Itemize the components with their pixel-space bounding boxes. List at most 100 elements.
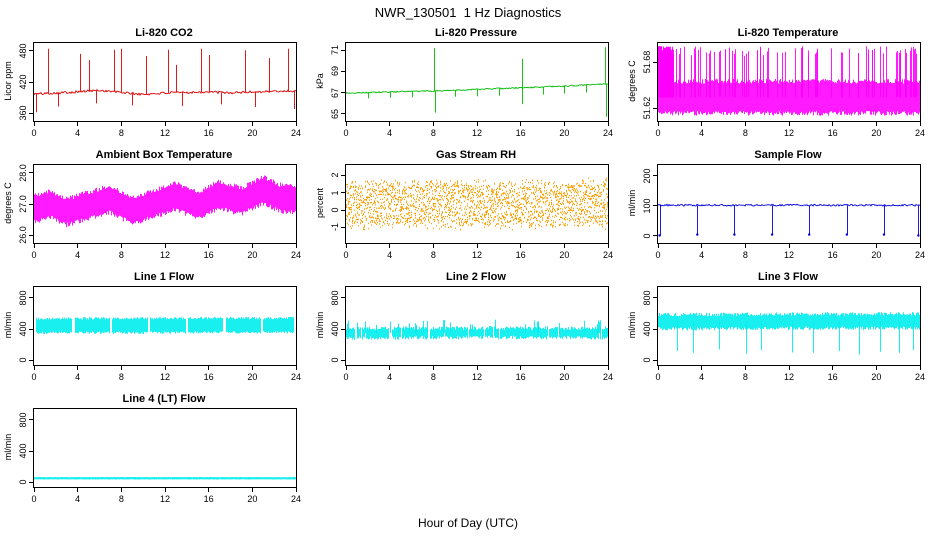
- y-tick-label: 480: [18, 43, 28, 59]
- x-tick-mark: [563, 244, 565, 248]
- x-tick-mark: [295, 488, 297, 492]
- y-tick-mark: [341, 359, 345, 361]
- x-tick-label: 4: [75, 250, 81, 260]
- x-tick-mark: [251, 488, 253, 492]
- x-tick-label: 8: [118, 494, 124, 504]
- y-axis-label-sample-flow: ml/min: [627, 189, 637, 217]
- x-tick-mark: [832, 122, 834, 126]
- x-tick-label: 0: [31, 128, 37, 138]
- y-tick-mark: [29, 419, 33, 421]
- x-tick-label: 20: [559, 372, 570, 382]
- y-tick-label: 800: [642, 290, 652, 306]
- y-tick-mark: [653, 107, 657, 109]
- y-tick-label: 800: [18, 412, 28, 428]
- x-tick-label: 4: [699, 128, 705, 138]
- x-tick-label: 8: [430, 372, 436, 382]
- x-tick-label: 0: [31, 494, 37, 504]
- x-tick-mark: [919, 122, 921, 126]
- x-tick-mark: [607, 122, 609, 126]
- plot-title-li820-temperature: Li-820 Temperature: [737, 27, 839, 39]
- y-tick-label: 0: [18, 357, 28, 363]
- y-tick-label: 2: [330, 172, 340, 178]
- plot-canvas-gas-stream-rh: [345, 164, 609, 244]
- plot-canvas-line-1-flow: [33, 286, 297, 366]
- x-tick-label: 12: [783, 250, 795, 260]
- y-tick-label: 0: [18, 479, 28, 485]
- x-tick-mark: [744, 244, 746, 248]
- x-tick-label: 0: [655, 372, 661, 382]
- y-tick-mark: [29, 50, 33, 52]
- x-tick-mark: [77, 244, 79, 248]
- x-tick-mark: [33, 488, 35, 492]
- y-tick-label: 27.0: [18, 195, 28, 213]
- x-tick-label: 8: [118, 372, 124, 382]
- x-tick-label: 0: [655, 128, 661, 138]
- x-tick-label: 24: [602, 372, 614, 382]
- x-tick-label: 4: [387, 372, 393, 382]
- subplot-li820-pressure: Li-820 Pressure kPa 65 67 69 71 0 4 8 12 16 20 24: [312, 24, 624, 146]
- x-tick-mark: [744, 122, 746, 126]
- x-tick-mark: [432, 366, 434, 370]
- x-tick-label: 8: [742, 250, 748, 260]
- y-tick-label: 400: [330, 321, 340, 337]
- x-tick-label: 4: [387, 250, 393, 260]
- x-tick-label: 8: [430, 250, 436, 260]
- x-tick-label: 0: [343, 250, 349, 260]
- y-tick-mark: [653, 61, 657, 63]
- x-tick-label: 0: [655, 250, 661, 260]
- x-tick-mark: [701, 122, 703, 126]
- y-tick-mark: [341, 92, 345, 94]
- x-tick-mark: [476, 244, 478, 248]
- x-tick-label: 16: [203, 250, 214, 260]
- y-axis-label-line-1-flow: ml/min: [3, 311, 13, 339]
- x-tick-mark: [389, 244, 391, 248]
- y-tick-mark: [341, 297, 345, 299]
- y-tick-mark: [653, 205, 657, 206]
- x-tick-mark: [389, 122, 391, 126]
- y-tick-mark: [29, 234, 33, 236]
- y-tick-label: 51.68: [642, 50, 652, 74]
- x-tick-mark: [295, 122, 297, 126]
- x-tick-mark: [251, 244, 253, 248]
- x-tick-label: 12: [471, 250, 483, 260]
- x-tick-label: 12: [159, 372, 171, 382]
- y-tick-label: 0: [642, 357, 652, 363]
- subplot-line-2-flow: Line 2 Flow ml/min 0 400 800 0 4 8 12 16 20 24: [312, 268, 624, 390]
- x-tick-mark: [77, 488, 79, 492]
- x-tick-label: 20: [247, 250, 258, 260]
- y-tick-label: 420: [18, 74, 28, 90]
- x-tick-mark: [788, 366, 790, 370]
- y-tick-label: 360: [18, 105, 28, 121]
- x-tick-label: 4: [75, 128, 81, 138]
- y-tick-mark: [341, 174, 345, 176]
- y-tick-mark: [653, 235, 657, 236]
- plot-canvas-li820-pressure: [345, 42, 609, 122]
- x-tick-label: 8: [430, 128, 436, 138]
- y-tick-label: 800: [18, 290, 28, 306]
- x-tick-mark: [77, 366, 79, 370]
- y-tick-mark: [29, 81, 33, 83]
- x-tick-mark: [120, 488, 122, 492]
- y-tick-mark: [29, 297, 33, 299]
- x-tick-label: 20: [559, 128, 570, 138]
- x-tick-label: 4: [699, 250, 705, 260]
- y-tick-mark: [29, 359, 33, 361]
- subplot-line-4-lt-flow: Line 4 (LT) Flow ml/min 0 400 800 0 4 8 12 16 20 24: [0, 390, 312, 512]
- x-tick-label: 0: [343, 128, 349, 138]
- x-tick-mark: [208, 366, 210, 370]
- x-tick-label: 12: [783, 372, 795, 382]
- plot-canvas-li820-co2: [33, 42, 297, 122]
- x-tick-mark: [164, 244, 166, 248]
- y-tick-label: 400: [18, 321, 28, 337]
- subplot-ambient-box-temperature: Ambient Box Temperature degrees C 26.0 27.0…: [0, 146, 312, 268]
- y-tick-mark: [29, 450, 33, 452]
- subplot-sample-flow: Sample Flow ml/min 0 100 200 0 4 8 12 16 20 24: [624, 146, 936, 268]
- x-tick-mark: [520, 366, 522, 370]
- x-tick-label: 16: [515, 128, 526, 138]
- x-tick-mark: [120, 244, 122, 248]
- x-tick-label: 24: [914, 372, 926, 382]
- x-tick-mark: [476, 366, 478, 370]
- x-tick-mark: [919, 366, 921, 370]
- subplot-li820-temperature: Li-820 Temperature degrees C 51.62 51.68 0 4 8…: [624, 24, 936, 146]
- x-tick-label: 20: [871, 250, 882, 260]
